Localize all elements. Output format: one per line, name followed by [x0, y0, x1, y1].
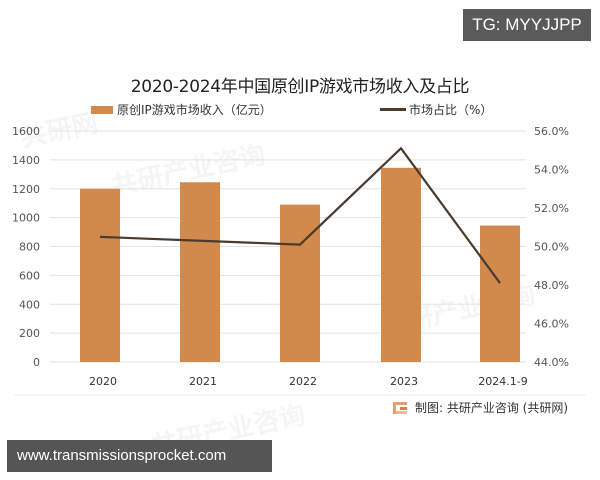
bar-2022	[280, 204, 320, 362]
website-watermark-badge: www.transmissionsprocket.com	[7, 440, 272, 472]
y-left-tick-label: 1600	[12, 125, 40, 138]
x-tick-label: 2024.1-9	[478, 375, 527, 388]
y-left-tick-label: 1000	[12, 212, 40, 225]
y-left-tick-label: 600	[19, 269, 40, 282]
legend-item-share: 市场占比（%）	[380, 101, 492, 118]
y-right-tick-label: 50.0%	[534, 241, 569, 254]
x-tick-label: 2023	[390, 375, 418, 388]
y-left-tick-label: 200	[19, 327, 40, 340]
gongyan-logo-icon	[393, 401, 407, 414]
y-right-tick-label: 44.0%	[534, 356, 569, 369]
x-tick-label: 2021	[189, 375, 217, 388]
x-tick-label: 2020	[89, 375, 117, 388]
y-right-tick-label: 46.0%	[534, 318, 569, 331]
y-left-tick-label: 400	[19, 298, 40, 311]
y-left-tick-label: 1200	[12, 183, 40, 196]
bar-swatch-icon	[91, 105, 113, 114]
tg-watermark-badge: TG: MYYJJPP	[463, 9, 591, 41]
y-right-tick-label: 52.0%	[534, 202, 569, 215]
y-left-tick-label: 0	[33, 356, 40, 369]
legend-label-revenue: 原创IP游戏市场收入（亿元）	[117, 103, 272, 117]
share-line	[99, 146, 501, 284]
legend-item-revenue: 原创IP游戏市场收入（亿元）	[91, 101, 272, 118]
bar-2023	[381, 167, 421, 362]
line-swatch-icon	[380, 108, 406, 111]
source-credit: 制图: 共研产业咨询 (共研网)	[393, 399, 568, 416]
y-right-tick-label: 48.0%	[534, 279, 569, 292]
x-tick-label: 2022	[289, 375, 317, 388]
bar-2020	[80, 188, 120, 362]
chart-title: 2020-2024年中国原创IP游戏市场收入及占比	[130, 77, 470, 97]
legend-label-share: 市场占比（%）	[409, 103, 493, 117]
bar-2024.1-9	[480, 225, 520, 362]
source-text: 制图: 共研产业咨询 (共研网)	[415, 401, 569, 415]
y-left-tick-label: 800	[19, 241, 40, 254]
y-left-tick-label: 1400	[12, 154, 40, 167]
bar-2021	[180, 182, 220, 362]
y-right-tick-label: 54.0%	[534, 164, 569, 177]
y-right-tick-label: 56.0%	[534, 125, 569, 138]
